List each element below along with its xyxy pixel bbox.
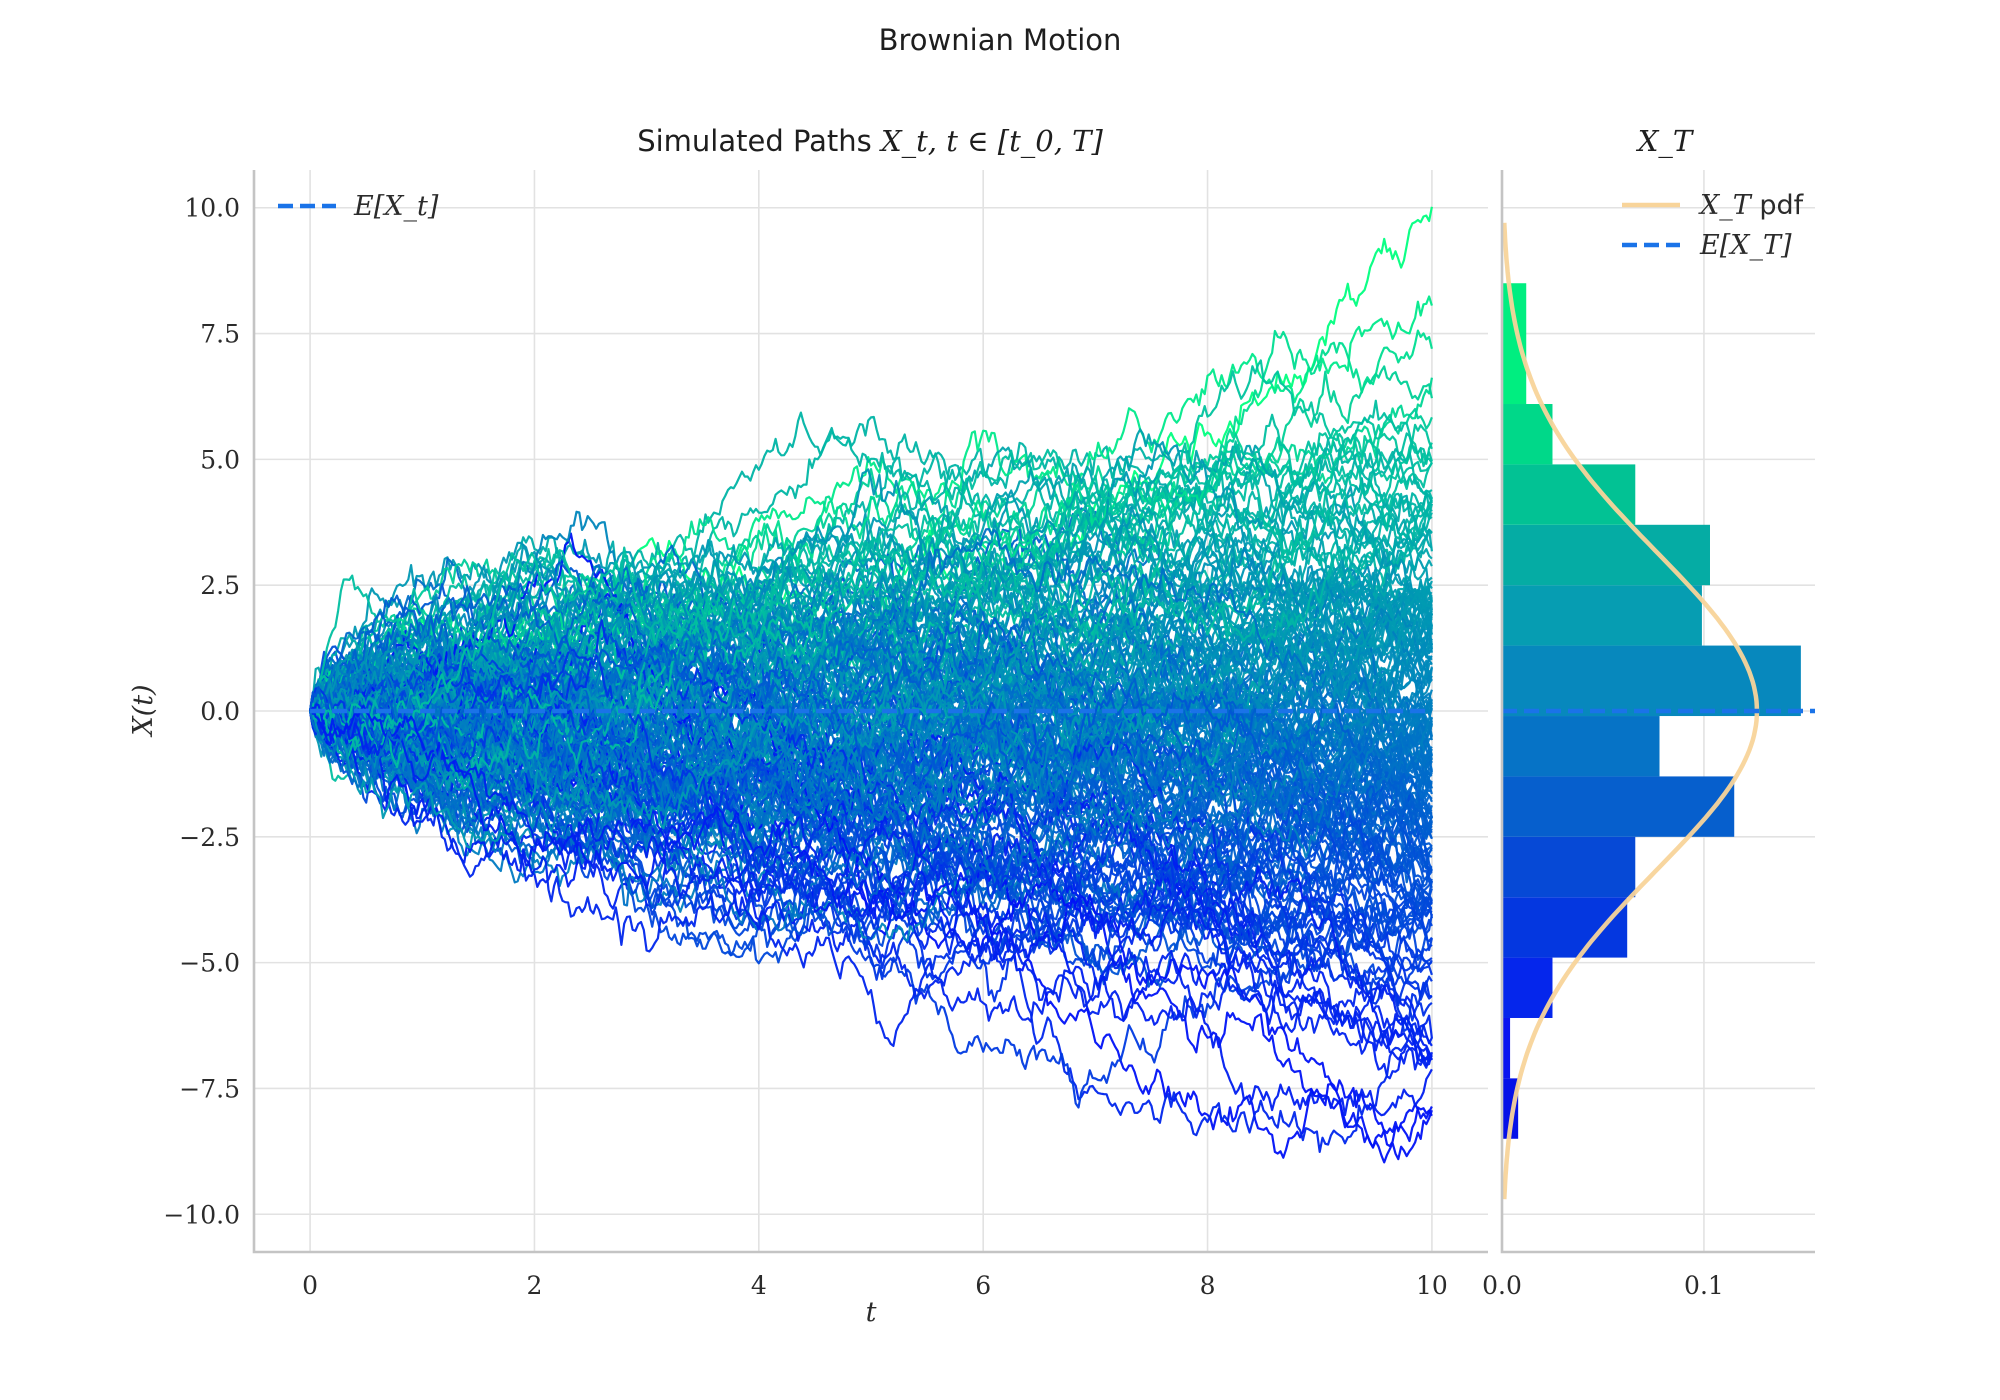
paths-tick-labels: 0 2 4 6 8 10 10.0 7.5 5.0 2.5 0.0 −2.5 −5.0 −7.5 −10.0 — [163, 194, 1447, 1300]
paths-y-tick-label: −2.5 — [179, 823, 240, 852]
simulated-path-line — [309, 359, 1433, 712]
hist-bar — [1502, 585, 1702, 646]
hist-x-tick-label: 0.0 — [1482, 1271, 1522, 1300]
hist-bar — [1502, 524, 1710, 586]
paths-y-tick-label: 0.0 — [200, 697, 240, 726]
simulated-path-line — [309, 550, 1433, 717]
hist-legend: X_T pdf E[X_T] — [1622, 190, 1805, 261]
simulated-path-line — [309, 581, 1433, 840]
simulated-path-line — [309, 710, 1433, 1063]
simulated-path-line — [309, 516, 1433, 720]
paths-x-tick-label: 4 — [751, 1271, 767, 1300]
hist-bar — [1502, 404, 1553, 465]
paths-legend: E[X_t] — [278, 191, 439, 222]
simulated-path-line — [309, 510, 1433, 715]
hist-bar — [1502, 283, 1527, 405]
simulated-path-line — [309, 594, 1433, 831]
paths-x-tick-label: 6 — [975, 1271, 991, 1300]
hist-axes-spines — [1500, 170, 1815, 1254]
simulated-path-line — [309, 639, 1433, 823]
hist-bar — [1502, 464, 1636, 525]
simulated-path-line — [309, 645, 1433, 874]
terminal-distribution-panel: 0.0 0.1 X_T X_T pdf E[X_T] — [1482, 124, 1815, 1300]
hist-bar — [1502, 957, 1553, 1018]
simulated-path-line — [309, 491, 1433, 790]
hist-bar — [1502, 716, 1660, 777]
hist-legend-pdf-suffix: pdf — [1751, 190, 1805, 221]
hist-tick-labels: 0.0 0.1 — [1482, 1271, 1724, 1300]
hist-legend-pdf-math: X_T — [1698, 190, 1753, 221]
paths-y-tick-label: 2.5 — [200, 571, 240, 600]
simulated-path-line — [310, 531, 1433, 849]
hist-panel-title: X_T — [1636, 124, 1695, 159]
simulated-path-line — [309, 634, 1433, 869]
simulated-path-line — [309, 710, 1433, 1046]
simulated-path-line — [309, 703, 1433, 1047]
paths-y-tick-label: −5.0 — [179, 949, 240, 978]
simulated-path-line — [309, 636, 1433, 813]
figure-suptitle: Brownian Motion — [879, 23, 1122, 57]
simulated-path-line — [309, 649, 1433, 1007]
simulated-path-line — [309, 468, 1433, 712]
paths-title-math: X_t, t ∈ [t_0, T] — [879, 124, 1103, 159]
hist-bar — [1502, 836, 1636, 898]
paths-y-tick-label: 7.5 — [200, 320, 240, 349]
paths-x-tick-label: 8 — [1200, 1271, 1216, 1300]
simulated-path-line — [309, 638, 1433, 971]
paths-panel-title: Simulated Paths X_t, t ∈ [t_0, T] — [637, 124, 1103, 159]
hist-bar — [1502, 897, 1628, 958]
paths-x-axis-label: t — [866, 1297, 877, 1328]
paths-x-tick-label: 10 — [1416, 1271, 1448, 1300]
simulated-path-line — [309, 428, 1433, 712]
simulated-path-line — [309, 705, 1433, 1109]
simulated-path-line — [309, 619, 1433, 839]
hist-legend-pdf-label: X_T pdf — [1698, 190, 1805, 221]
paths-x-tick-label: 0 — [302, 1271, 318, 1300]
paths-y-tick-label: −10.0 — [163, 1200, 240, 1229]
simulated-path-line — [309, 696, 1433, 985]
simulated-path-line — [309, 704, 1433, 1117]
paths-legend-mean-label: E[X_t] — [353, 191, 439, 222]
simulated-path-line — [309, 582, 1433, 818]
paths-y-tick-label: 5.0 — [200, 445, 240, 474]
paths-title-prefix: Simulated Paths — [637, 124, 881, 158]
simulated-path-line — [309, 641, 1433, 827]
simulated-path-line — [309, 700, 1433, 932]
simulated-path-line — [309, 528, 1433, 789]
hist-bars — [1502, 283, 1801, 1139]
paths-y-tick-label: −7.5 — [179, 1074, 240, 1103]
paths-y-tick-label: 10.0 — [184, 194, 240, 223]
paths-axes-spines — [252, 170, 1488, 1254]
simulated-paths — [309, 206, 1433, 1164]
hist-x-tick-label: 0.1 — [1684, 1271, 1724, 1300]
paths-y-axis-label: X(t) — [128, 684, 159, 737]
hist-spine — [1500, 170, 1815, 1254]
simulated-path-line — [309, 413, 1433, 769]
simulated-path-line — [309, 663, 1433, 859]
hist-bar — [1502, 1017, 1511, 1079]
paths-x-tick-label: 2 — [527, 1271, 543, 1300]
paths-spine — [252, 170, 1488, 1254]
hist-legend-mean-label: E[X_T] — [1699, 230, 1792, 261]
paths-panel: 0 2 4 6 8 10 10.0 7.5 5.0 2.5 0.0 −2.5 −5.0 −7.5 −10.0… — [128, 124, 1488, 1328]
simulated-path-line — [309, 607, 1433, 884]
simulated-path-line — [309, 600, 1433, 793]
